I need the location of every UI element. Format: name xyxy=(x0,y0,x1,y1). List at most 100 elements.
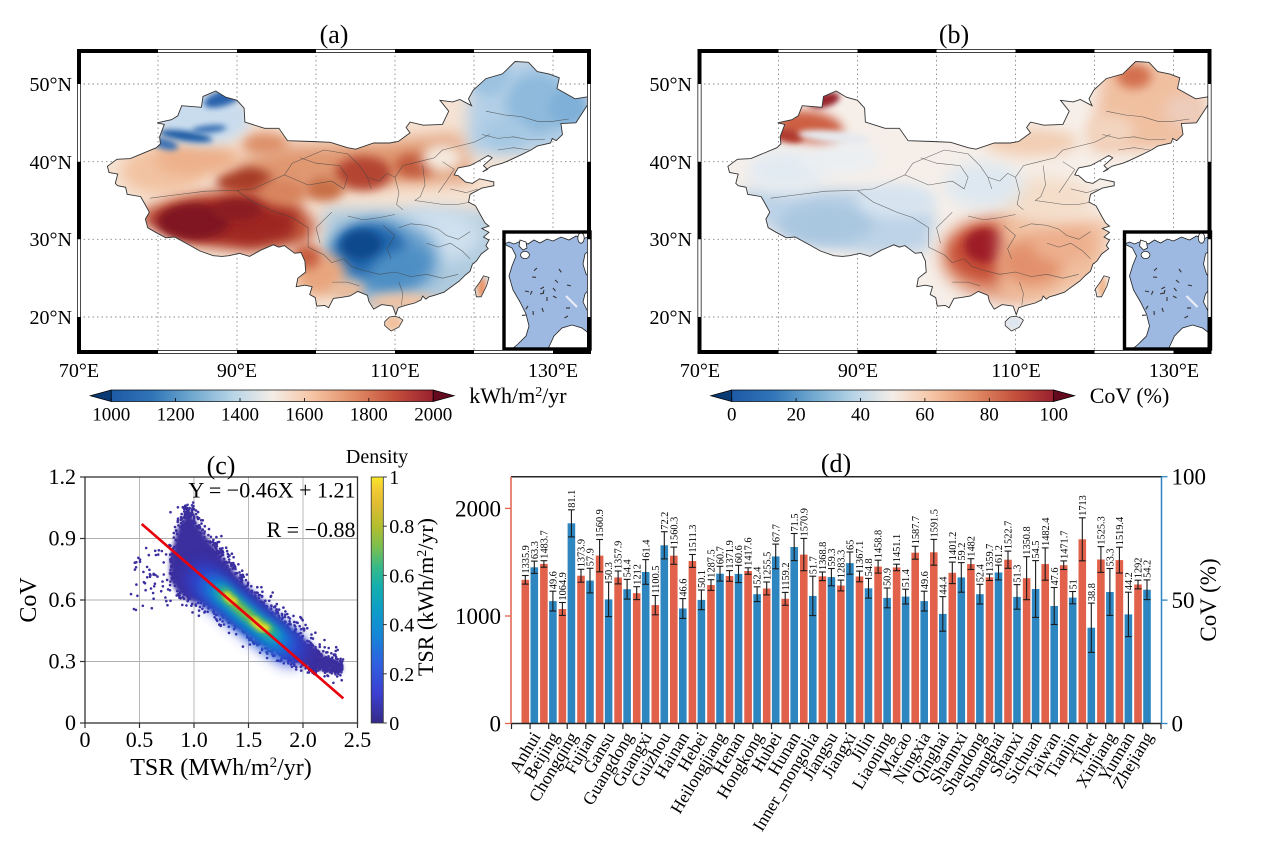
svg-text:1483.7: 1483.7 xyxy=(540,530,551,558)
svg-text:70°E: 70°E xyxy=(59,360,99,382)
svg-text:1451.1: 1451.1 xyxy=(892,534,903,562)
svg-text:1600: 1600 xyxy=(285,405,323,426)
svg-text:50.3: 50.3 xyxy=(604,562,615,580)
svg-text:0: 0 xyxy=(1172,712,1184,737)
svg-text:1482.4: 1482.4 xyxy=(1041,518,1052,546)
svg-text:1.0: 1.0 xyxy=(180,727,208,752)
svg-text:1570.9: 1570.9 xyxy=(799,508,810,536)
svg-text:54.5: 54.5 xyxy=(1031,541,1042,559)
svg-text:50°N: 50°N xyxy=(650,74,692,96)
svg-text:1522.7: 1522.7 xyxy=(1004,521,1015,549)
svg-text:1292: 1292 xyxy=(1134,558,1145,579)
svg-text:70°E: 70°E xyxy=(680,360,720,382)
svg-text:51.3: 51.3 xyxy=(1013,565,1024,583)
svg-text:60.7: 60.7 xyxy=(716,546,727,564)
svg-text:1471.7: 1471.7 xyxy=(1059,531,1070,559)
svg-text:0.8: 0.8 xyxy=(389,516,414,538)
svg-text:1200: 1200 xyxy=(157,405,195,426)
svg-text:1511.3: 1511.3 xyxy=(688,525,699,553)
svg-text:59.3: 59.3 xyxy=(827,548,838,566)
svg-text:1.5: 1.5 xyxy=(235,727,263,752)
svg-text:1458.8: 1458.8 xyxy=(874,530,885,558)
svg-text:53.3: 53.3 xyxy=(1106,548,1117,566)
svg-text:20°N: 20°N xyxy=(650,307,692,329)
svg-text:50.9: 50.9 xyxy=(883,568,894,586)
svg-text:1357.9: 1357.9 xyxy=(614,541,625,569)
svg-text:60: 60 xyxy=(915,405,934,426)
svg-text:1800: 1800 xyxy=(350,405,388,426)
svg-text:0: 0 xyxy=(65,710,76,735)
svg-text:(b): (b) xyxy=(939,20,969,49)
svg-text:0: 0 xyxy=(389,713,399,735)
svg-text:80: 80 xyxy=(980,405,999,426)
svg-text:40: 40 xyxy=(851,405,870,426)
svg-text:51.7: 51.7 xyxy=(808,556,819,574)
svg-text:kWh/m2/yr: kWh/m2/yr xyxy=(469,383,567,408)
svg-text:1.2: 1.2 xyxy=(49,464,77,489)
svg-text:1519.4: 1519.4 xyxy=(1115,517,1126,545)
svg-text:90°E: 90°E xyxy=(217,360,257,382)
svg-text:50°N: 50°N xyxy=(30,74,72,96)
svg-text:100: 100 xyxy=(1039,405,1068,426)
svg-text:49.6: 49.6 xyxy=(549,571,560,589)
svg-text:0.4: 0.4 xyxy=(389,615,414,637)
svg-text:0.3: 0.3 xyxy=(49,649,77,674)
svg-text:57.9: 57.9 xyxy=(586,548,597,566)
svg-text:52.4: 52.4 xyxy=(976,564,987,582)
svg-text:54.4: 54.4 xyxy=(623,559,634,577)
svg-text:1560.9: 1560.9 xyxy=(595,509,606,537)
svg-text:50: 50 xyxy=(1172,588,1195,613)
svg-text:20: 20 xyxy=(787,405,806,426)
svg-text:110°E: 110°E xyxy=(991,360,1040,382)
svg-text:38.8: 38.8 xyxy=(1087,583,1098,601)
svg-text:1371.9: 1371.9 xyxy=(725,540,736,568)
svg-text:(a): (a) xyxy=(320,20,349,49)
svg-text:1373.9: 1373.9 xyxy=(577,539,588,567)
svg-text:CoV (%): CoV (%) xyxy=(1090,383,1170,408)
svg-text:1591.5: 1591.5 xyxy=(929,509,940,537)
svg-text:CoV: CoV xyxy=(16,577,42,623)
svg-text:44.2: 44.2 xyxy=(1124,572,1135,590)
svg-text:130°E: 130°E xyxy=(1149,360,1199,382)
svg-text:59.2: 59.2 xyxy=(957,543,968,561)
svg-text:52.4: 52.4 xyxy=(753,567,764,585)
svg-text:0.6: 0.6 xyxy=(389,565,414,587)
svg-text:61.4: 61.4 xyxy=(641,540,652,558)
svg-text:1100.5: 1100.5 xyxy=(651,566,662,594)
svg-text:1359.7: 1359.7 xyxy=(985,544,996,572)
svg-text:40°N: 40°N xyxy=(30,152,72,174)
svg-text:1587.7: 1587.7 xyxy=(911,516,922,544)
svg-text:50.1: 50.1 xyxy=(697,570,708,588)
svg-text:0: 0 xyxy=(727,405,737,426)
svg-text:1064.9: 1064.9 xyxy=(558,572,569,600)
svg-text:71.5: 71.5 xyxy=(790,513,801,531)
svg-text:51.4: 51.4 xyxy=(901,569,912,587)
svg-text:Density: Density xyxy=(346,446,408,468)
svg-text:0: 0 xyxy=(80,727,91,752)
svg-text:30°N: 30°N xyxy=(650,229,692,251)
svg-text:61.2: 61.2 xyxy=(994,545,1005,563)
svg-text:0.9: 0.9 xyxy=(49,526,77,551)
svg-text:1417.6: 1417.6 xyxy=(744,537,755,565)
svg-text:54.8: 54.8 xyxy=(864,558,875,576)
svg-text:0.6: 0.6 xyxy=(49,587,77,612)
svg-text:1000: 1000 xyxy=(92,405,130,426)
svg-text:1400: 1400 xyxy=(221,405,259,426)
svg-text:CoV (%): CoV (%) xyxy=(1196,558,1221,641)
svg-text:TSR (MWh/m2/yr): TSR (MWh/m2/yr) xyxy=(130,755,312,781)
svg-text:1368.8: 1368.8 xyxy=(818,542,829,570)
svg-text:2000: 2000 xyxy=(455,496,501,521)
svg-text:110°E: 110°E xyxy=(370,360,419,382)
svg-text:Y = −0.46X + 1.21: Y = −0.46X + 1.21 xyxy=(188,478,355,503)
svg-text:130°E: 130°E xyxy=(528,360,578,382)
svg-text:1335.9: 1335.9 xyxy=(521,545,532,573)
svg-text:1482: 1482 xyxy=(967,536,978,557)
svg-text:63.3: 63.3 xyxy=(530,541,541,559)
svg-text:90°E: 90°E xyxy=(838,360,878,382)
svg-text:(d): (d) xyxy=(821,449,851,478)
svg-text:(c): (c) xyxy=(207,451,236,480)
svg-text:0.5: 0.5 xyxy=(126,727,154,752)
svg-text:1560.3: 1560.3 xyxy=(669,517,680,545)
svg-text:0: 0 xyxy=(490,712,502,737)
svg-text:1287.5: 1287.5 xyxy=(707,549,718,577)
